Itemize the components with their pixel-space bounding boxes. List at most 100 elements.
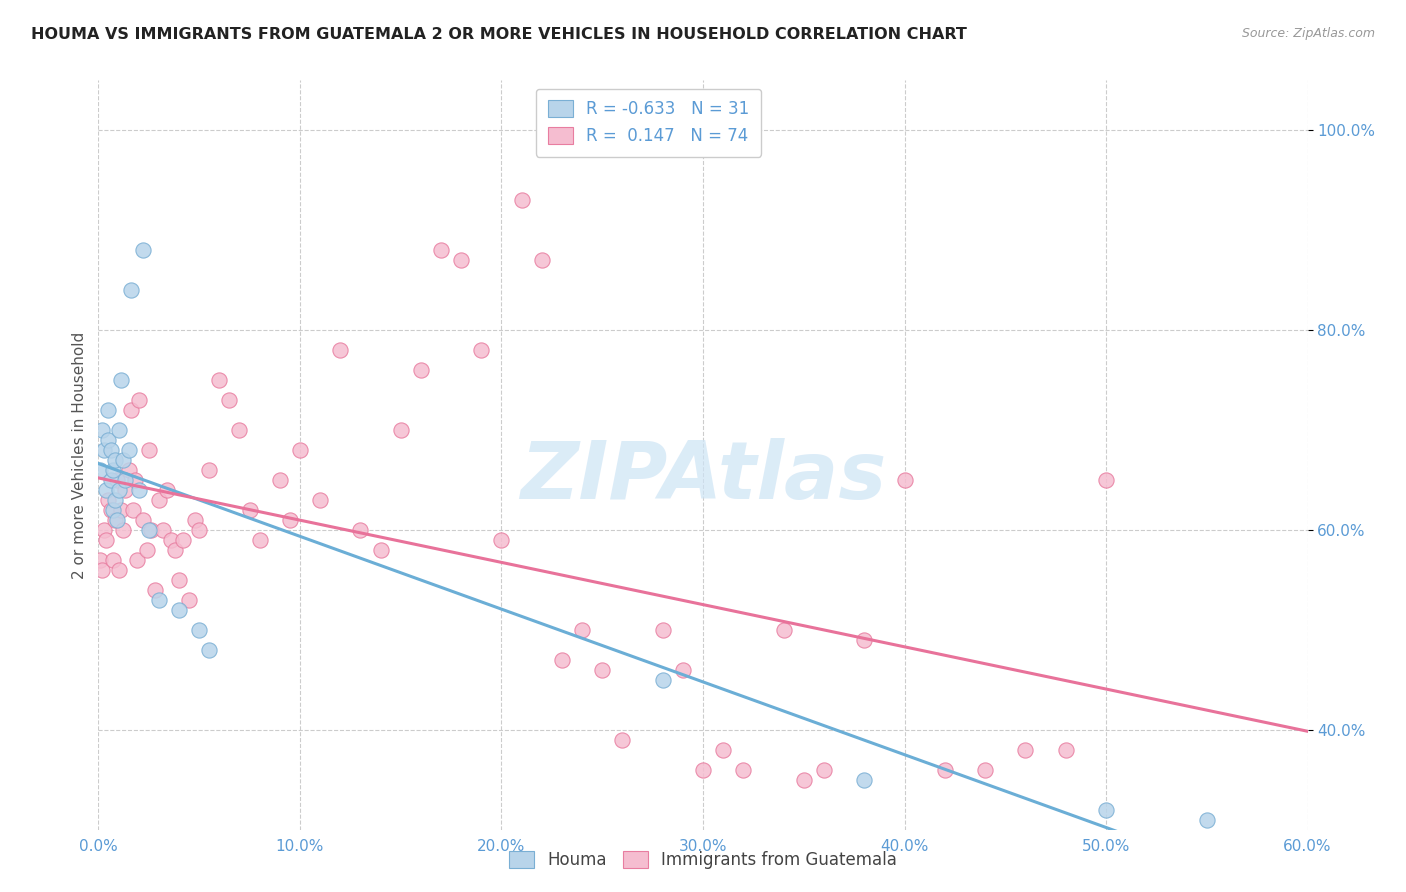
Point xyxy=(167,603,190,617)
Point xyxy=(124,473,146,487)
Point xyxy=(101,553,124,567)
Point xyxy=(132,243,155,257)
Text: Source: ZipAtlas.com: Source: ZipAtlas.com xyxy=(1241,27,1375,40)
Point xyxy=(114,473,136,487)
Point xyxy=(89,463,111,477)
Point xyxy=(389,423,412,437)
Point xyxy=(853,772,876,787)
Point xyxy=(91,423,114,437)
Point xyxy=(409,363,432,377)
Point xyxy=(309,492,332,507)
Point xyxy=(143,582,166,597)
Point xyxy=(93,442,115,457)
Point xyxy=(1095,473,1118,487)
Point xyxy=(125,553,148,567)
Point xyxy=(100,503,122,517)
Point xyxy=(772,623,794,637)
Point xyxy=(107,563,129,577)
Legend: R = -0.633   N = 31, R =  0.147   N = 74: R = -0.633 N = 31, R = 0.147 N = 74 xyxy=(536,88,761,157)
Point xyxy=(97,433,120,447)
Point xyxy=(100,442,122,457)
Point xyxy=(198,642,221,657)
Point xyxy=(107,423,129,437)
Point xyxy=(612,732,634,747)
Point xyxy=(491,533,513,547)
Point xyxy=(893,473,915,487)
Point xyxy=(651,623,673,637)
Point xyxy=(370,542,392,557)
Point xyxy=(1054,742,1077,756)
Point xyxy=(249,533,271,547)
Point xyxy=(114,483,136,497)
Point xyxy=(121,503,143,517)
Point xyxy=(138,442,160,457)
Point xyxy=(97,492,120,507)
Point xyxy=(110,373,132,387)
Point xyxy=(132,513,155,527)
Point xyxy=(101,503,124,517)
Point xyxy=(120,403,142,417)
Point xyxy=(934,763,956,777)
Point xyxy=(101,463,124,477)
Point xyxy=(107,483,129,497)
Point xyxy=(148,492,170,507)
Point xyxy=(188,523,211,537)
Point xyxy=(160,533,183,547)
Point xyxy=(105,513,128,527)
Point xyxy=(138,523,160,537)
Point xyxy=(288,442,311,457)
Point xyxy=(450,253,472,268)
Point xyxy=(156,483,179,497)
Point xyxy=(188,623,211,637)
Point xyxy=(91,563,114,577)
Point xyxy=(208,373,231,387)
Point xyxy=(96,533,118,547)
Point xyxy=(530,253,553,268)
Point xyxy=(198,463,221,477)
Point xyxy=(184,513,207,527)
Point xyxy=(139,523,162,537)
Point xyxy=(167,573,190,587)
Point xyxy=(1014,742,1036,756)
Point xyxy=(172,533,194,547)
Point xyxy=(974,763,997,777)
Point xyxy=(1195,813,1218,827)
Point xyxy=(110,503,132,517)
Point xyxy=(111,453,134,467)
Point xyxy=(813,763,835,777)
Point xyxy=(163,542,186,557)
Point xyxy=(278,513,301,527)
Point xyxy=(135,542,157,557)
Point xyxy=(179,592,201,607)
Point xyxy=(103,453,125,467)
Point xyxy=(100,473,122,487)
Point xyxy=(853,632,876,647)
Point xyxy=(430,243,453,257)
Point xyxy=(711,742,734,756)
Point xyxy=(228,423,250,437)
Point xyxy=(349,523,371,537)
Point xyxy=(672,663,695,677)
Point xyxy=(1095,803,1118,817)
Text: ZIPAtlas: ZIPAtlas xyxy=(520,438,886,516)
Point xyxy=(510,193,533,207)
Point xyxy=(470,343,492,357)
Point xyxy=(128,392,150,407)
Point xyxy=(571,623,593,637)
Point xyxy=(93,523,115,537)
Point xyxy=(651,673,673,687)
Y-axis label: 2 or more Vehicles in Household: 2 or more Vehicles in Household xyxy=(72,331,87,579)
Point xyxy=(118,463,141,477)
Point xyxy=(692,763,714,777)
Point xyxy=(793,772,815,787)
Point xyxy=(97,403,120,417)
Point xyxy=(103,513,125,527)
Point xyxy=(733,763,755,777)
Point xyxy=(128,483,150,497)
Point xyxy=(152,523,174,537)
Point xyxy=(239,503,262,517)
Point xyxy=(120,283,142,297)
Point xyxy=(111,523,134,537)
Point xyxy=(269,473,291,487)
Point xyxy=(329,343,352,357)
